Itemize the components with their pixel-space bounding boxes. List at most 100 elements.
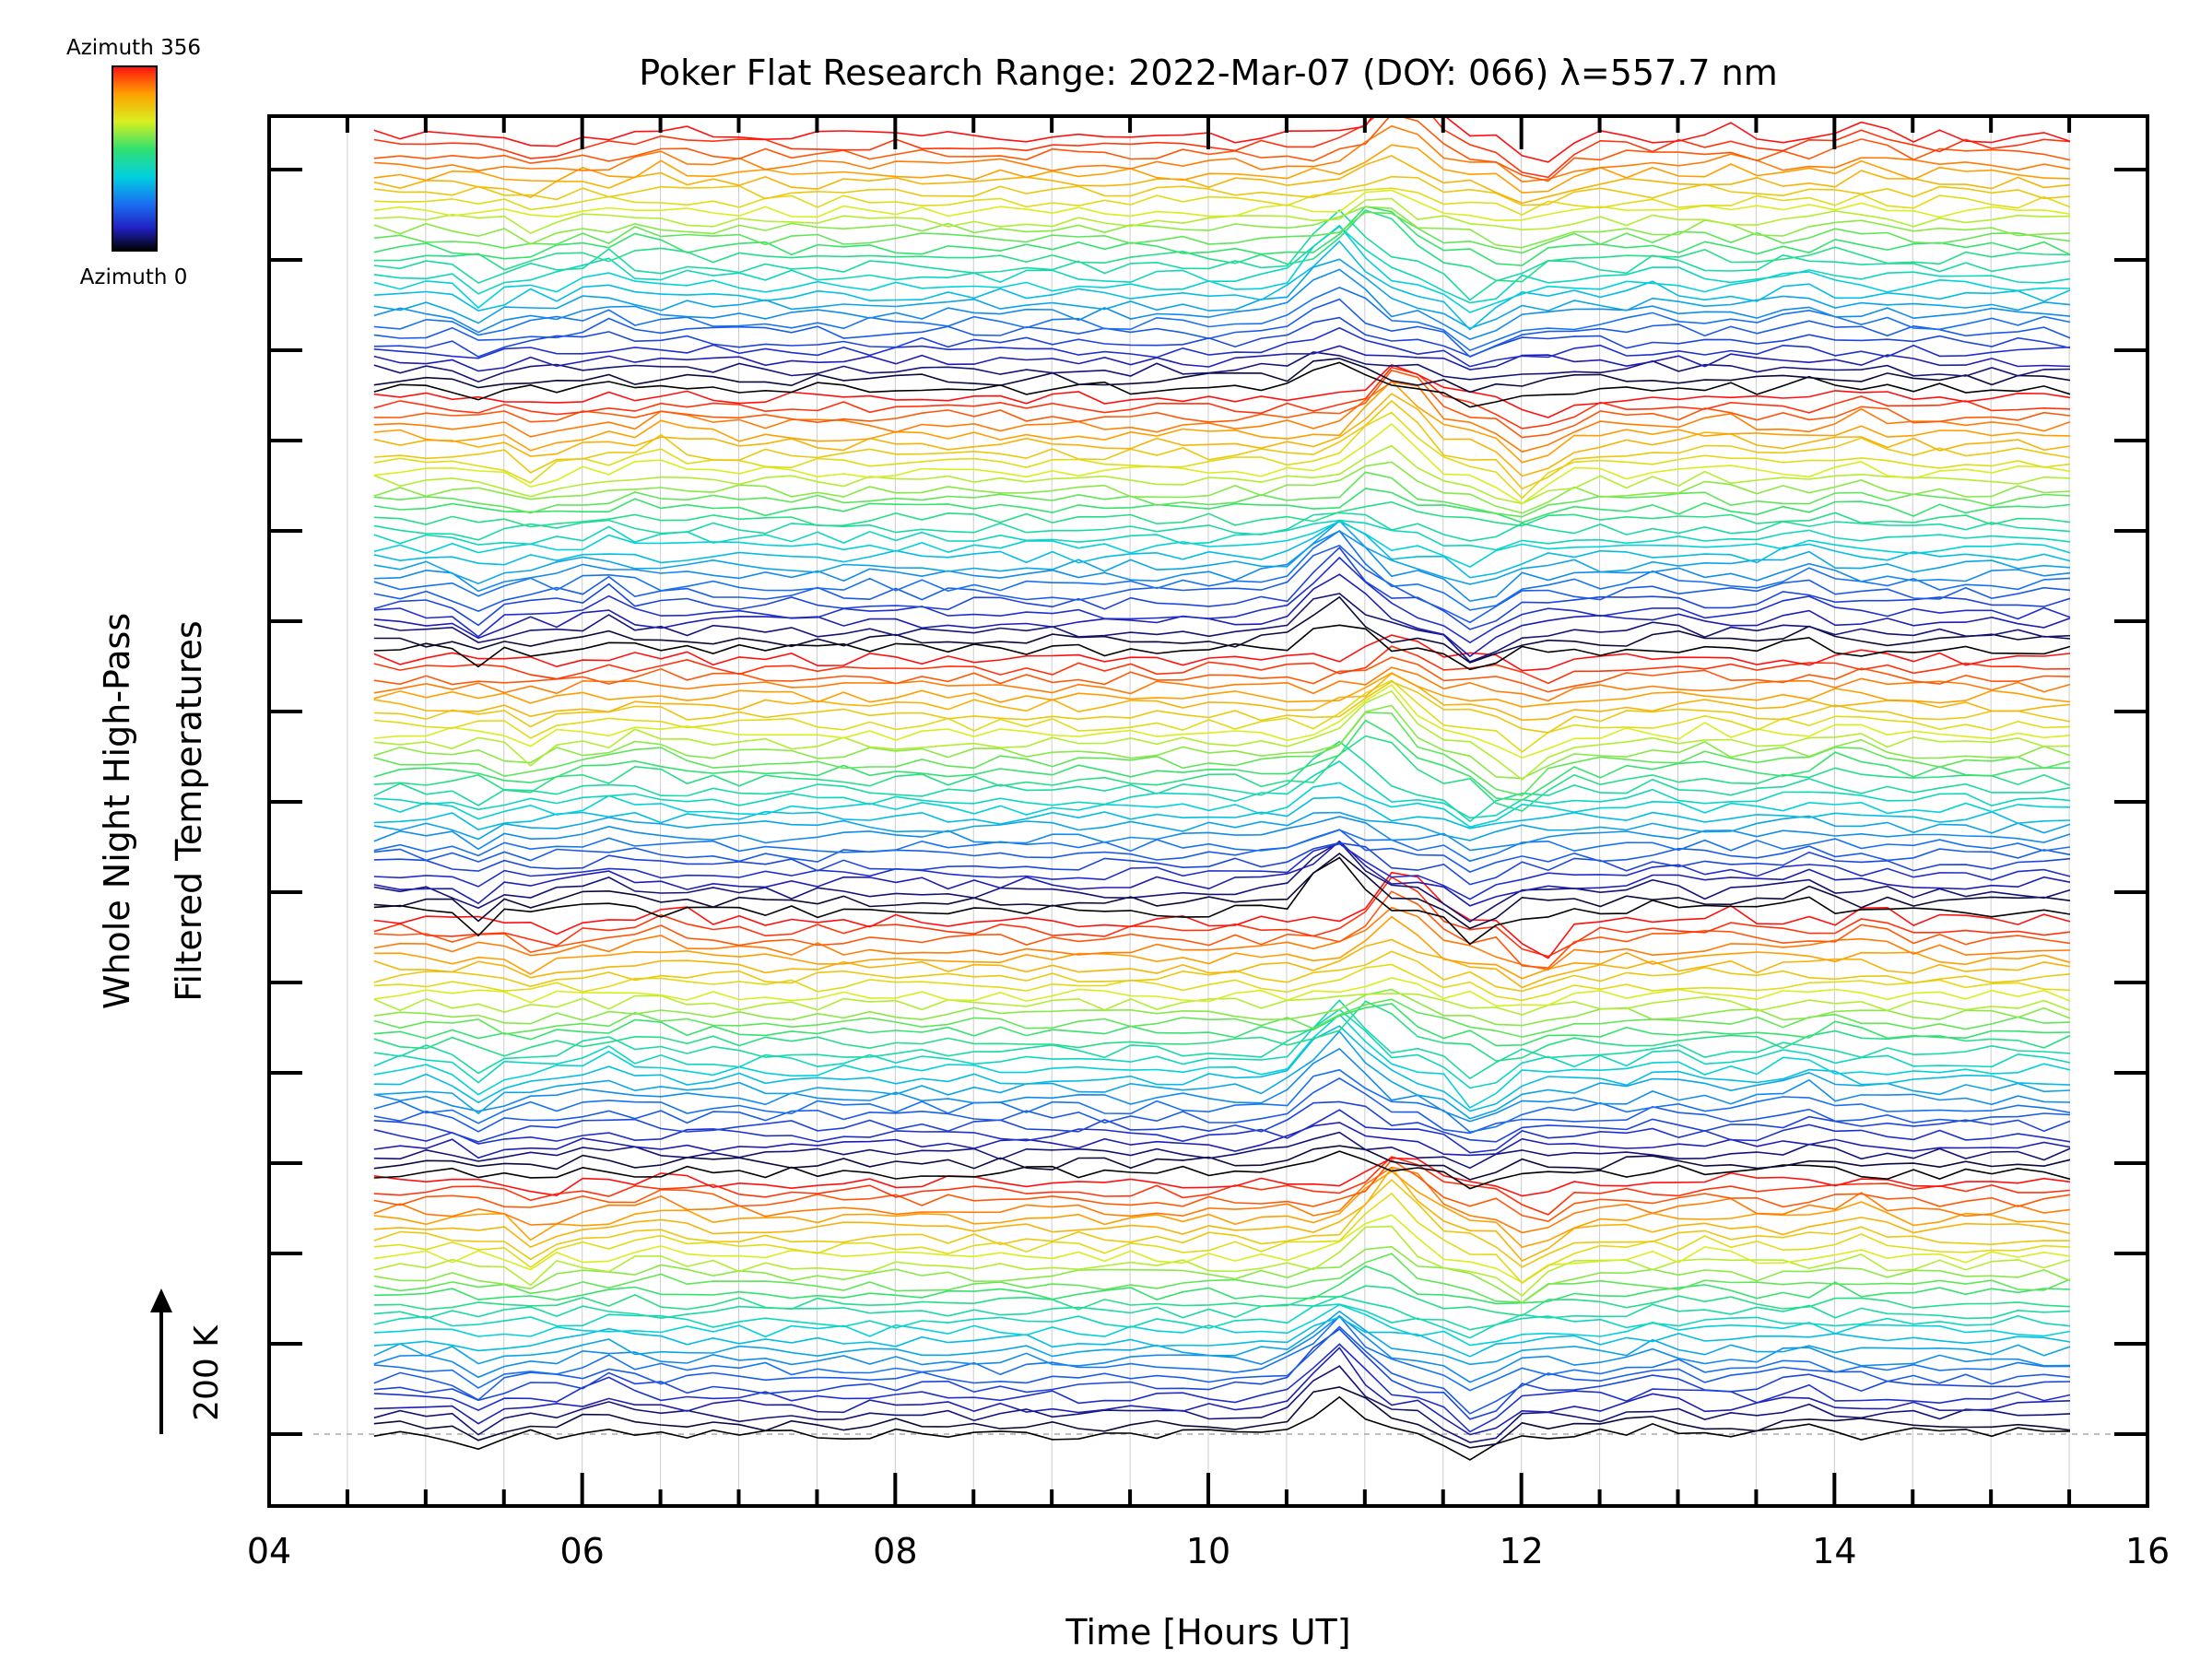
series-line [373, 381, 2071, 453]
series-line [373, 380, 2071, 464]
series-line [373, 1025, 2071, 1112]
series-line [373, 556, 2071, 644]
series-line [373, 1214, 2071, 1284]
series-line [373, 852, 2071, 930]
series-line [373, 999, 2071, 1080]
series-line [373, 316, 2071, 358]
series-line [373, 988, 2071, 1027]
series-line [373, 829, 2071, 863]
series-line [373, 719, 2071, 802]
series-line [373, 876, 2071, 958]
series-line [373, 225, 2071, 304]
series-line [373, 1179, 2071, 1268]
series-line [373, 366, 2071, 429]
series-line [373, 208, 2071, 301]
y-axis-label-group: Whole Night High-Pass [97, 613, 137, 1009]
series-line [373, 1285, 2071, 1317]
series-line [373, 829, 2071, 873]
series-line [373, 1166, 2071, 1262]
series-line [373, 890, 2071, 970]
series-line [373, 155, 2071, 205]
series-line [373, 680, 2071, 734]
series-line [373, 1131, 2071, 1170]
series-line [373, 361, 2071, 408]
series-line [373, 175, 2071, 206]
series-line [373, 326, 2071, 368]
series-line [373, 938, 2071, 989]
series-line [373, 124, 2071, 183]
x-tick-label: 08 [873, 1531, 917, 1571]
series-line [373, 488, 2071, 524]
series-line [373, 1109, 2071, 1154]
series-line [373, 268, 2071, 340]
x-tick-labels: 04 06 08 10 12 14 16 [247, 1531, 2170, 1571]
series-line [373, 573, 2071, 658]
series-line [373, 842, 2071, 900]
y-axis-label-line2: Filtered Temperatures [169, 620, 209, 1001]
series-line [373, 544, 2071, 624]
series-line [373, 444, 2071, 505]
series-line [373, 206, 2071, 249]
series-line [373, 856, 2071, 946]
series-line [373, 1310, 2071, 1366]
series-line [373, 116, 2071, 179]
series-line [373, 211, 2071, 254]
series-line [373, 1325, 2071, 1415]
series-line [373, 1013, 2071, 1110]
series-line [373, 760, 2071, 819]
series-line [373, 704, 2071, 780]
series-line [373, 1265, 2071, 1305]
scale-arrow-head [150, 1288, 172, 1312]
series-line [373, 1192, 2071, 1285]
scale-indicator: 200 K [150, 1288, 226, 1434]
y-axis-label-group-2: Filtered Temperatures [169, 620, 209, 1001]
series-line [373, 369, 2071, 439]
series-line [373, 1303, 2071, 1339]
series-line [373, 595, 2071, 664]
series-line [373, 520, 2071, 585]
series-line [373, 841, 2071, 924]
series-line [373, 240, 2071, 331]
x-tick-label: 16 [2125, 1531, 2170, 1571]
series-line [373, 1156, 2071, 1216]
series-line [373, 530, 2071, 603]
series-line [373, 500, 2071, 528]
series-line [373, 351, 2071, 383]
colorbar-gradient [112, 65, 158, 252]
series-line [373, 1157, 2071, 1197]
series-line [373, 298, 2071, 359]
series-line [373, 345, 2071, 372]
x-tick-label: 04 [247, 1531, 291, 1571]
series-line [373, 224, 2071, 313]
series-line [373, 1303, 2071, 1347]
series-line [373, 547, 2071, 630]
series-line [373, 672, 2071, 708]
series-line [373, 187, 2071, 216]
series-line [373, 871, 2071, 959]
series-line [373, 144, 2071, 194]
series-line [373, 1100, 2071, 1143]
series-line [373, 471, 2071, 518]
series-line [373, 1000, 2071, 1062]
series-line [373, 1003, 2071, 1047]
series-line [373, 672, 2071, 722]
series-line [373, 189, 2071, 222]
series-line [373, 993, 2071, 1016]
series-line [373, 816, 2071, 852]
series-line [373, 411, 2071, 500]
series-line [373, 1395, 2071, 1461]
series-line [373, 116, 2071, 182]
series-line [373, 915, 2071, 980]
series-line [373, 689, 2071, 781]
series-line [373, 519, 2071, 551]
series-line [373, 1245, 2071, 1304]
series-line [373, 1159, 2071, 1222]
colorbar-top-label: Azimuth 356 [66, 36, 201, 60]
series-line [373, 1077, 2071, 1135]
series-line [373, 1328, 2071, 1420]
series-line [373, 1145, 2071, 1181]
series-line [373, 529, 2071, 611]
chart-title: Poker Flat Research Range: 2022-Mar-07 (… [639, 53, 1777, 93]
series-line [373, 1253, 2071, 1303]
series-line [373, 206, 2071, 266]
